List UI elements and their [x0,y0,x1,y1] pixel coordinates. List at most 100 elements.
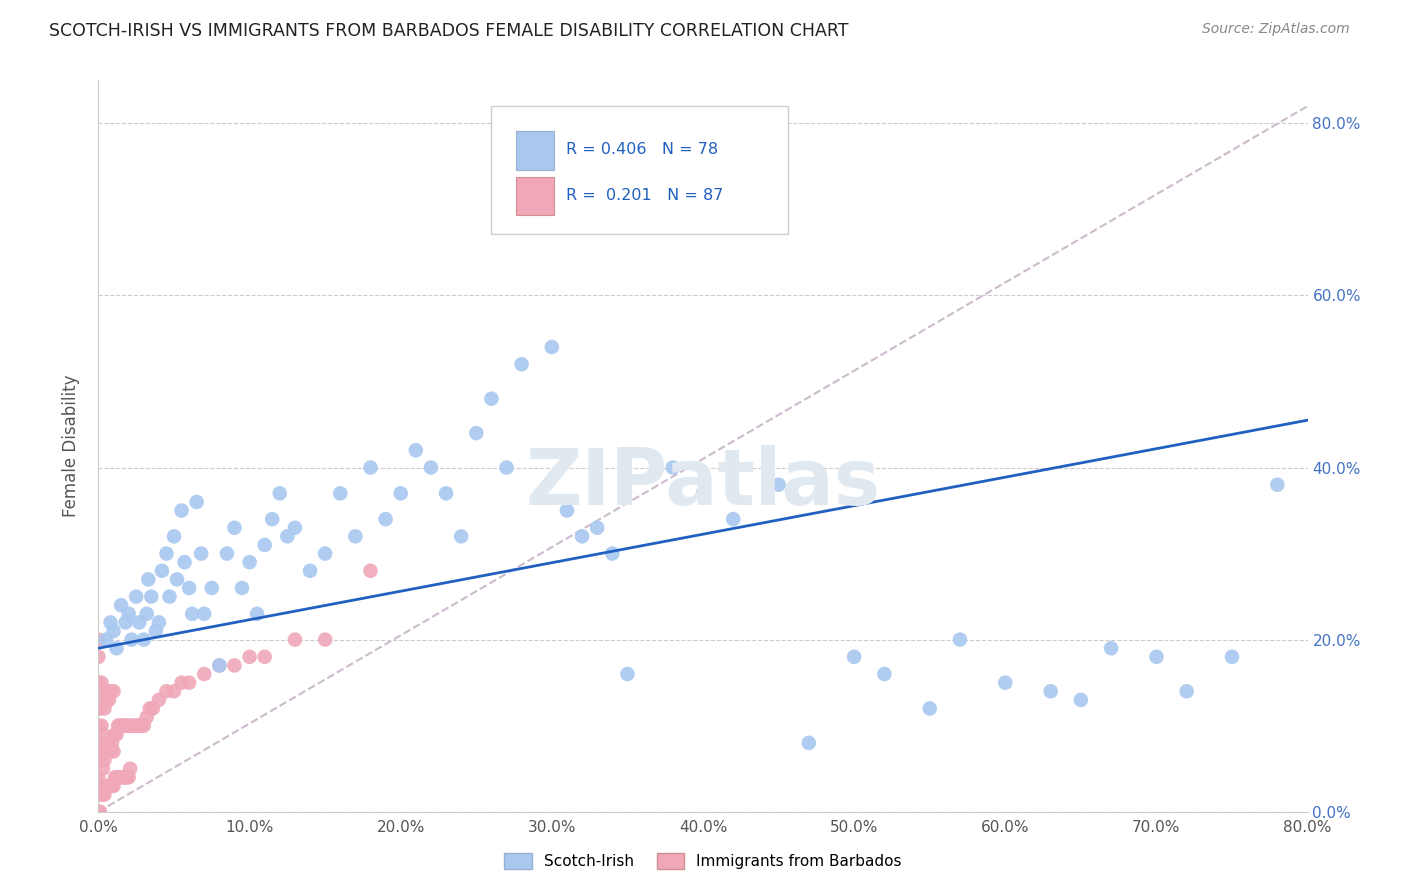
Point [314,547,336,561]
Text: ZIPatlas: ZIPatlas [526,444,880,521]
Point [96,779,118,793]
Point [128,615,150,630]
Point [108,770,131,784]
Point [125,719,148,733]
Point [100,615,122,630]
Point [155,684,177,698]
Point [103,624,125,638]
Point [253,649,276,664]
Point [360,460,382,475]
Point [100,779,122,793]
Point [115,719,138,733]
Point [994,675,1017,690]
Point [723,512,745,526]
Point [96,684,118,698]
Point [405,443,427,458]
Point [661,460,683,475]
Point [163,684,186,698]
Point [186,495,208,509]
Point [602,547,624,561]
Point [269,486,291,500]
Point [89,701,111,715]
Point [91,762,114,776]
Point [87,770,110,784]
FancyBboxPatch shape [516,177,554,215]
Point [145,624,167,638]
FancyBboxPatch shape [516,131,554,169]
Point [262,512,284,526]
Y-axis label: Female Disability: Female Disability [62,375,80,517]
Point [87,649,110,664]
Point [93,753,115,767]
Point [108,719,131,733]
Point [142,701,165,715]
Point [125,590,148,604]
Point [89,805,111,819]
Point [135,607,157,621]
Point [166,573,188,587]
Point [90,675,112,690]
Point [107,770,129,784]
Point [104,727,127,741]
Point [128,719,150,733]
Point [110,770,132,784]
Point [246,607,269,621]
Point [135,710,157,724]
Point [112,719,135,733]
Point [173,555,195,569]
Point [284,632,307,647]
Point [127,719,149,733]
Point [114,770,136,784]
Point [314,632,336,647]
Point [1070,693,1092,707]
Point [115,770,138,784]
FancyBboxPatch shape [492,106,787,234]
Point [231,581,253,595]
Point [1039,684,1062,698]
Point [94,779,117,793]
Point [111,719,134,733]
Point [101,779,124,793]
Point [112,770,135,784]
Point [90,719,112,733]
Point [89,779,111,793]
Point [103,744,125,758]
Point [103,684,125,698]
Point [434,486,457,500]
Text: R = 0.406   N = 78: R = 0.406 N = 78 [567,142,718,157]
Point [181,607,204,621]
Point [179,581,201,595]
Point [87,788,110,802]
Point [121,719,143,733]
Point [100,744,122,758]
Point [768,477,790,491]
Point [91,727,114,741]
Point [555,503,578,517]
Point [139,701,162,715]
Point [201,581,224,595]
Point [105,727,128,741]
Point [797,736,820,750]
Point [107,719,129,733]
Point [616,667,638,681]
Point [118,607,141,621]
Point [136,573,159,587]
Point [163,529,186,543]
Point [193,607,215,621]
Point [94,744,117,758]
Point [124,719,146,733]
Point [132,719,155,733]
Point [93,701,115,715]
Point [87,736,110,750]
Point [844,649,866,664]
Point [215,547,238,561]
Point [495,460,517,475]
Point [122,719,145,733]
Point [121,632,143,647]
Point [329,486,352,500]
Point [87,719,110,733]
Point [159,590,181,604]
Point [94,693,117,707]
Text: SCOTCH-IRISH VS IMMIGRANTS FROM BARBADOS FEMALE DISABILITY CORRELATION CHART: SCOTCH-IRISH VS IMMIGRANTS FROM BARBADOS… [49,22,849,40]
Point [98,779,121,793]
